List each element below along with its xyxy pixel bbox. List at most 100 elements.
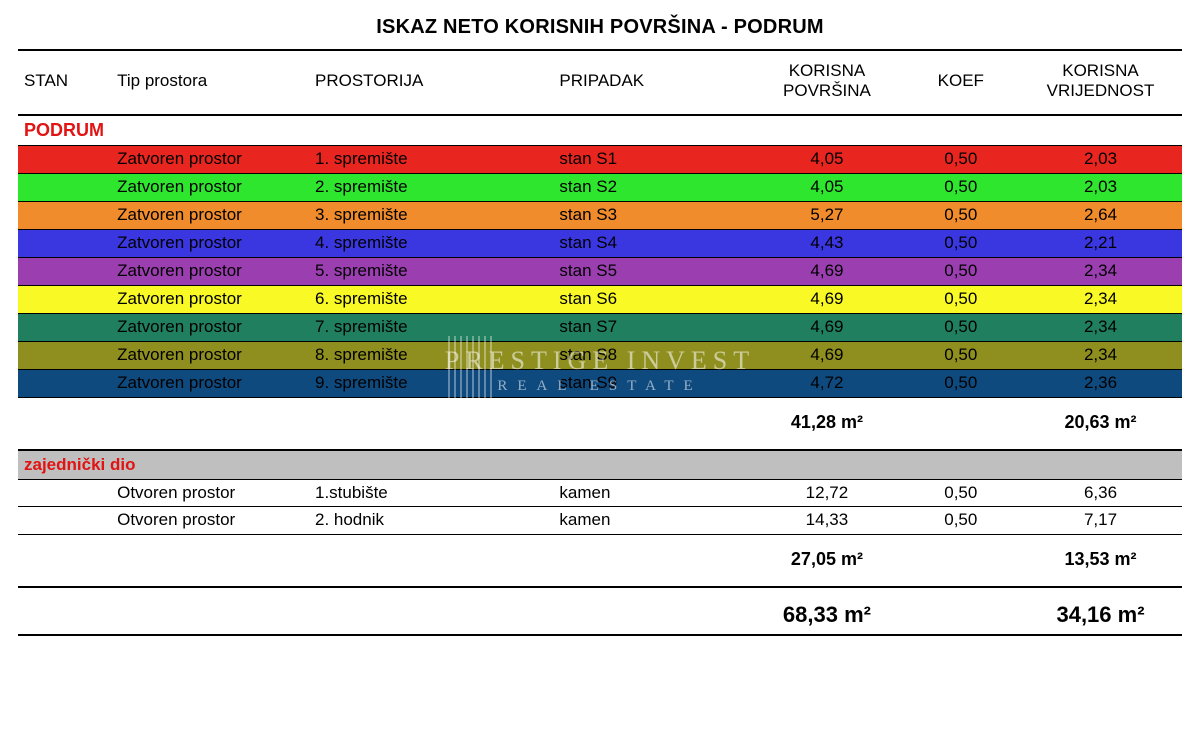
cell-vrijednost: 2,03 [1019,174,1182,202]
section-podrum-subtotal: 41,28 m² 20,63 m² [18,397,1182,450]
cell-prostorija: 5. spremište [309,257,553,285]
cell-vrijednost: 2,36 [1019,369,1182,397]
cell-vrijednost: 2,34 [1019,285,1182,313]
cell-pripadak: stan S7 [553,313,751,341]
cell-stan [18,507,111,535]
subtotal-vrij-1: 20,63 m² [1019,397,1182,450]
section-zajednicki-label: zajednički dio [18,450,1182,480]
table-row: Zatvoren prostor2. spremištestan S24,050… [18,174,1182,202]
cell-prostorija: 2. hodnik [309,507,553,535]
cell-pripadak: stan S5 [553,257,751,285]
cell-vrijednost: 2,64 [1019,201,1182,229]
cell-vrijednost: 2,34 [1019,313,1182,341]
cell-povrsina: 4,69 [751,257,902,285]
cell-pripadak: stan S6 [553,285,751,313]
cell-koef: 0,50 [903,201,1019,229]
cell-stan [18,257,111,285]
cell-prostorija: 3. spremište [309,201,553,229]
col-pripadak: PRIPADAK [553,50,751,115]
cell-povrsina: 14,33 [751,507,902,535]
cell-prostorija: 2. spremište [309,174,553,202]
col-korisna-vrijednost: KORISNAVRIJEDNOST [1019,50,1182,115]
cell-tip: Zatvoren prostor [111,201,309,229]
cell-koef: 0,50 [903,146,1019,174]
cell-vrijednost: 2,21 [1019,229,1182,257]
cell-tip: Zatvoren prostor [111,369,309,397]
section-zajednicki-rows: Otvoren prostor1.stubištekamen12,720,506… [18,479,1182,535]
table-row: Zatvoren prostor7. spremištestan S74,690… [18,313,1182,341]
table-row: Otvoren prostor2. hodnikkamen14,330,507,… [18,507,1182,535]
cell-stan [18,369,111,397]
table-row: Zatvoren prostor6. spremištestan S64,690… [18,285,1182,313]
cell-stan [18,174,111,202]
subtotal-vrij-2: 13,53 m² [1019,535,1182,588]
cell-koef: 0,50 [903,341,1019,369]
cell-koef: 0,50 [903,479,1019,507]
cell-povrsina: 4,05 [751,174,902,202]
section-podrum-rows: Zatvoren prostor1. spremištestan S14,050… [18,146,1182,397]
table-row: Zatvoren prostor8. spremištestan S84,690… [18,341,1182,369]
area-table: STAN Tip prostora PROSTORIJA PRIPADAK KO… [18,49,1182,636]
cell-stan [18,201,111,229]
table-row: Zatvoren prostor5. spremištestan S54,690… [18,257,1182,285]
col-koef: KOEF [903,50,1019,115]
cell-tip: Zatvoren prostor [111,257,309,285]
cell-prostorija: 1. spremište [309,146,553,174]
cell-povrsina: 4,69 [751,313,902,341]
table-row: Zatvoren prostor1. spremištestan S14,050… [18,146,1182,174]
cell-tip: Zatvoren prostor [111,313,309,341]
section-zajednicki: zajednički dio [18,450,1182,480]
cell-povrsina: 4,05 [751,146,902,174]
cell-tip: Otvoren prostor [111,507,309,535]
table-row: Zatvoren prostor3. spremištestan S35,270… [18,201,1182,229]
cell-tip: Zatvoren prostor [111,229,309,257]
table-row: Zatvoren prostor9. spremištestan S94,720… [18,369,1182,397]
cell-pripadak: kamen [553,479,751,507]
cell-pripadak: stan S1 [553,146,751,174]
cell-tip: Zatvoren prostor [111,146,309,174]
cell-koef: 0,50 [903,229,1019,257]
cell-tip: Otvoren prostor [111,479,309,507]
cell-prostorija: 6. spremište [309,285,553,313]
cell-stan [18,479,111,507]
subtotal-pov-2: 27,05 m² [751,535,902,588]
cell-vrijednost: 2,34 [1019,341,1182,369]
cell-pripadak: stan S4 [553,229,751,257]
col-stan: STAN [18,50,111,115]
col-tip: Tip prostora [111,50,309,115]
cell-povrsina: 4,43 [751,229,902,257]
cell-vrijednost: 7,17 [1019,507,1182,535]
cell-prostorija: 1.stubište [309,479,553,507]
grand-total-row: 68,33 m² 34,16 m² [18,587,1182,635]
section-podrum: PODRUM [18,115,1182,146]
cell-tip: Zatvoren prostor [111,341,309,369]
cell-koef: 0,50 [903,174,1019,202]
cell-povrsina: 12,72 [751,479,902,507]
cell-prostorija: 4. spremište [309,229,553,257]
cell-tip: Zatvoren prostor [111,285,309,313]
cell-pripadak: stan S9 [553,369,751,397]
cell-koef: 0,50 [903,285,1019,313]
cell-koef: 0,50 [903,369,1019,397]
cell-koef: 0,50 [903,313,1019,341]
cell-stan [18,229,111,257]
page-container: ISKAZ NETO KORISNIH POVRŠINA - PODRUM ST… [18,16,1182,636]
cell-prostorija: 9. spremište [309,369,553,397]
cell-koef: 0,50 [903,507,1019,535]
cell-prostorija: 8. spremište [309,341,553,369]
table-header-row: STAN Tip prostora PROSTORIJA PRIPADAK KO… [18,50,1182,115]
col-prostorija: PROSTORIJA [309,50,553,115]
grand-pov: 68,33 m² [751,587,902,635]
cell-vrijednost: 2,34 [1019,257,1182,285]
col-korisna-povrsina: KORISNAPOVRŠINA [751,50,902,115]
cell-pripadak: stan S2 [553,174,751,202]
table-row: Zatvoren prostor4. spremištestan S44,430… [18,229,1182,257]
cell-stan [18,146,111,174]
cell-povrsina: 4,69 [751,285,902,313]
section-podrum-label: PODRUM [18,115,1182,146]
cell-koef: 0,50 [903,257,1019,285]
cell-povrsina: 4,72 [751,369,902,397]
subtotal-pov-1: 41,28 m² [751,397,902,450]
cell-vrijednost: 6,36 [1019,479,1182,507]
page-title: ISKAZ NETO KORISNIH POVRŠINA - PODRUM [18,16,1182,39]
